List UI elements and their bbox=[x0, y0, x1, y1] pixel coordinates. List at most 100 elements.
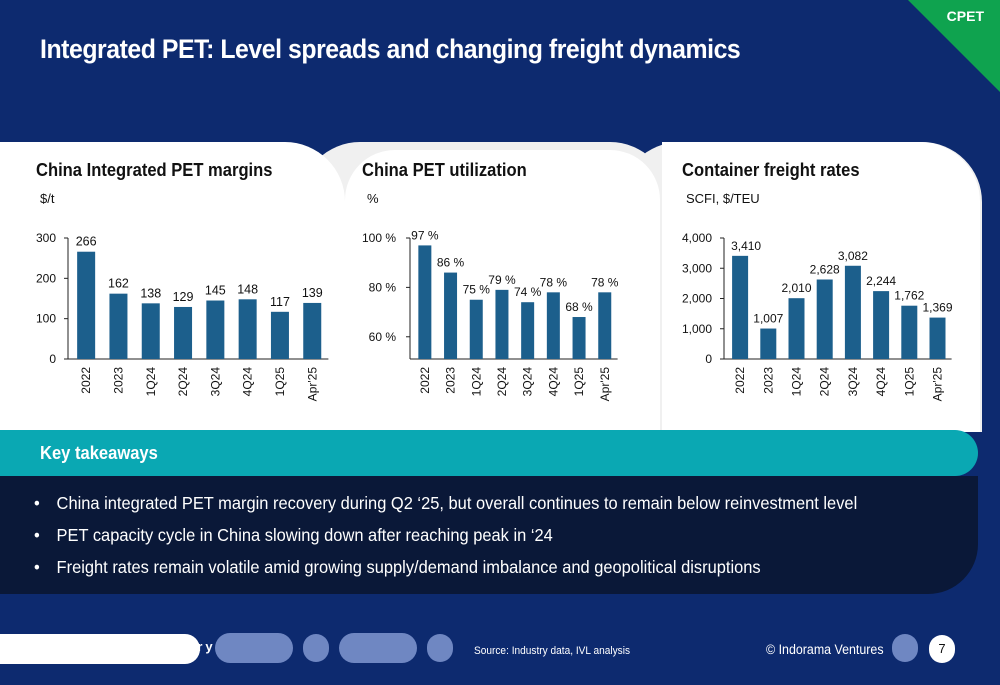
data-label: 2,244 bbox=[866, 274, 896, 288]
x-tick-label: 3Q24 bbox=[208, 367, 222, 397]
bar-chart-utilization: 60 % 80 % 100 % 97 % 2022 86 % 2023 75 % 1Q24 79 … bbox=[362, 228, 619, 401]
data-label: 117 bbox=[270, 295, 290, 309]
x-tick-label: 1Q24 bbox=[144, 367, 158, 397]
footer-dot bbox=[427, 634, 453, 662]
data-label: 266 bbox=[76, 235, 97, 249]
bar bbox=[469, 299, 483, 359]
takeaway-text: China integrated PET margin recovery dur… bbox=[56, 493, 858, 513]
y-tick-label: 0 bbox=[705, 352, 712, 366]
x-tick-label: 4Q24 bbox=[241, 367, 255, 397]
footer-pill bbox=[339, 633, 417, 663]
source-note: Source: Industry data, IVL analysis bbox=[474, 645, 631, 657]
chart-unit-freight: SCFI, $/TEU bbox=[686, 191, 760, 206]
bar-chart-freight: 0 1,000 2,000 3,000 4,000 3,410 2022 1,007 2023 2… bbox=[682, 231, 953, 402]
x-tick-label: 2023 bbox=[111, 367, 125, 394]
corner-tag-label: CPET bbox=[946, 8, 984, 24]
x-tick-label: 4Q24 bbox=[874, 367, 888, 397]
footer-dot bbox=[303, 634, 329, 662]
y-tick-label: 0 bbox=[49, 352, 56, 366]
x-tick-label: 2Q24 bbox=[818, 367, 832, 397]
y-tick-label: 3,000 bbox=[682, 261, 712, 275]
y-tick-label: 80 % bbox=[369, 280, 397, 294]
data-label: 138 bbox=[140, 286, 161, 300]
data-label: 3,082 bbox=[838, 249, 868, 263]
bar bbox=[418, 245, 432, 359]
data-label: 68 % bbox=[565, 300, 593, 314]
x-tick-label: 2Q24 bbox=[176, 367, 190, 397]
x-tick-label: 3Q24 bbox=[846, 367, 860, 397]
corner-tag bbox=[908, 0, 1000, 92]
data-label: 86 % bbox=[437, 256, 465, 270]
y-tick-label: 1,000 bbox=[682, 322, 712, 336]
data-label: 2,628 bbox=[810, 263, 840, 277]
x-tick-label: Apr'25 bbox=[305, 367, 319, 402]
x-tick-label: 1Q24 bbox=[469, 367, 483, 397]
page-number: 7 bbox=[929, 635, 955, 663]
footer-band bbox=[0, 634, 200, 664]
chart-panel-margins bbox=[0, 142, 345, 432]
data-label: 3,410 bbox=[731, 239, 761, 253]
data-label: 78 % bbox=[591, 275, 619, 289]
takeaway-item: • PET capacity cycle in China slowing dow… bbox=[34, 525, 553, 545]
bar bbox=[816, 279, 833, 359]
data-label: 75 % bbox=[463, 283, 491, 297]
takeaway-text: Freight rates remain volatile amid growi… bbox=[56, 557, 761, 577]
x-tick-label: 1Q25 bbox=[902, 367, 916, 397]
y-tick-label: 60 % bbox=[369, 330, 397, 344]
x-tick-label: 4Q24 bbox=[546, 367, 560, 397]
bar-chart-margins: 0 100 200 300 266 2022 162 2023 138 1Q24 129 2Q24 14… bbox=[36, 231, 329, 402]
y-tick-label: 200 bbox=[36, 271, 56, 285]
x-tick-label: 2022 bbox=[79, 367, 93, 394]
bar bbox=[546, 292, 560, 359]
copyright: © Indorama Ventures bbox=[766, 642, 884, 657]
bar bbox=[77, 251, 96, 359]
x-tick-label: 3Q24 bbox=[521, 367, 535, 397]
takeaways-panel bbox=[0, 476, 978, 594]
takeaway-item: • Freight rates remain volatile amid grow… bbox=[34, 557, 761, 577]
data-label: 78 % bbox=[540, 275, 568, 289]
y-tick-label: 300 bbox=[36, 231, 56, 245]
chart-title-utilization: China PET utilization bbox=[362, 160, 527, 180]
data-label: 79 % bbox=[488, 273, 516, 287]
bar bbox=[788, 298, 805, 359]
bar bbox=[760, 328, 777, 359]
takeaway-item: • China integrated PET margin recovery du… bbox=[34, 493, 858, 513]
takeaways-title: Key takeaways bbox=[40, 443, 158, 463]
data-label: 129 bbox=[173, 290, 194, 304]
y-tick-label: 100 bbox=[36, 312, 56, 326]
bar bbox=[732, 255, 749, 359]
x-tick-label: 2022 bbox=[733, 367, 747, 394]
bar bbox=[598, 292, 612, 359]
bar bbox=[109, 293, 128, 359]
chart-title-margins: China Integrated PET margins bbox=[36, 160, 273, 180]
x-tick-label: 2022 bbox=[418, 367, 432, 394]
x-tick-label: 2Q24 bbox=[495, 367, 509, 397]
data-label: 1,369 bbox=[922, 301, 952, 315]
data-label: 139 bbox=[302, 286, 323, 300]
y-tick-label: 100 % bbox=[362, 231, 396, 245]
bar bbox=[444, 272, 458, 359]
y-tick-label: 2,000 bbox=[682, 292, 712, 306]
bar bbox=[238, 299, 257, 359]
x-tick-label: Apr'25 bbox=[931, 367, 945, 402]
bar bbox=[174, 306, 193, 359]
data-label: 162 bbox=[108, 277, 129, 291]
data-label: 2,010 bbox=[781, 281, 811, 295]
bar bbox=[206, 300, 225, 359]
bar bbox=[572, 317, 586, 359]
bar bbox=[929, 317, 946, 359]
footer-pill bbox=[215, 633, 293, 663]
data-label: 1,762 bbox=[894, 289, 924, 303]
x-tick-label: 1Q25 bbox=[273, 367, 287, 397]
page-title: Integrated PET: Level spreads and changi… bbox=[40, 34, 741, 64]
footer-dot bbox=[892, 634, 918, 662]
footer-word: try bbox=[190, 639, 216, 654]
x-tick-label: 2023 bbox=[444, 367, 458, 394]
bar bbox=[303, 302, 322, 359]
data-label: 145 bbox=[205, 284, 226, 298]
takeaways-header-bar bbox=[0, 430, 978, 476]
bar bbox=[495, 289, 509, 359]
bar bbox=[901, 305, 918, 359]
x-tick-label: 1Q25 bbox=[572, 367, 586, 397]
